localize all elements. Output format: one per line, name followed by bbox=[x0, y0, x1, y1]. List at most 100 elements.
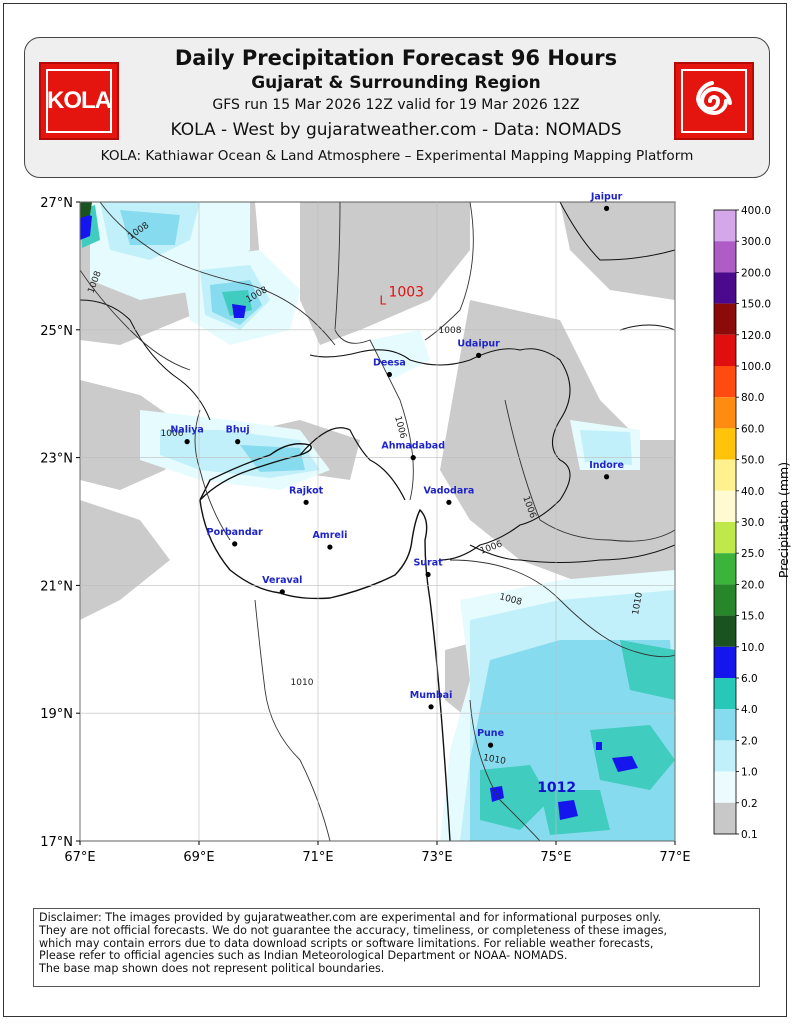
source-line: KOLA - West by gujaratweather.com - Data… bbox=[170, 120, 622, 140]
city-dot bbox=[425, 571, 431, 578]
colorbar-swatch bbox=[714, 522, 736, 554]
lat-tick-label: 21°N bbox=[40, 579, 73, 594]
colorbar-tick-label: 2.0 bbox=[741, 735, 758, 747]
kola-logo-text: KOLA bbox=[47, 87, 112, 114]
colorbar-label: Precipitation (mm) bbox=[776, 462, 791, 578]
colorbar-tick-label: 30.0 bbox=[741, 517, 764, 529]
colorbar-swatch bbox=[714, 678, 736, 710]
colorbar-swatch bbox=[714, 210, 736, 242]
isobar-label: 1010 bbox=[291, 678, 314, 688]
cyclone-logo bbox=[674, 62, 754, 140]
city-dot bbox=[184, 439, 190, 445]
low-marker: L bbox=[379, 294, 386, 308]
city-markers: Jaipur Udaipur Deesa Naliya Bhuj Ahmadabad Ind… bbox=[170, 191, 624, 748]
lat-tick-label: 27°N bbox=[40, 196, 73, 211]
city-label: Deesa bbox=[373, 358, 406, 369]
colorbar-tick-label: 25.0 bbox=[741, 548, 764, 560]
disclaimer-line: which may contain errors due to data dow… bbox=[39, 936, 654, 950]
colorbar-swatch bbox=[714, 397, 736, 429]
pressure-center-label: 1012 bbox=[537, 780, 576, 796]
isobar-label: 1010 bbox=[482, 753, 507, 767]
colorbar-tick-label: 300.0 bbox=[741, 236, 771, 248]
header-panel bbox=[24, 37, 770, 178]
colorbar-tick-label: 100.0 bbox=[741, 361, 771, 373]
colorbar-tick-label: 0.2 bbox=[741, 798, 758, 810]
isobar-label: 1010 bbox=[631, 591, 645, 616]
precip-10-layer bbox=[80, 212, 638, 820]
colorbar-swatch bbox=[714, 490, 736, 522]
disclaimer-line: The base map shown does not represent po… bbox=[39, 962, 385, 976]
colorbar-swatch bbox=[714, 740, 736, 772]
city-label: Rajkot bbox=[289, 485, 324, 496]
lon-tick-label: 71°E bbox=[302, 850, 333, 865]
lon-tick-label: 77°E bbox=[659, 850, 690, 865]
colorbar-tick-label: 40.0 bbox=[741, 486, 764, 498]
colorbar-tick-label: 120.0 bbox=[741, 330, 771, 342]
colorbar-tick-label: 150.0 bbox=[741, 299, 771, 311]
city-dot bbox=[446, 499, 452, 505]
city-dot bbox=[487, 742, 494, 748]
disclaimer-box: Disclaimer: The images provided by gujar… bbox=[33, 908, 760, 987]
colorbar-tick-label: 15.0 bbox=[741, 611, 764, 623]
pressure-center-label: 1003 bbox=[388, 285, 424, 301]
colorbar-swatch bbox=[714, 615, 736, 647]
colorbar-swatch bbox=[714, 709, 736, 741]
lon-tick-label: 67°E bbox=[64, 850, 95, 865]
colorbar-tick-label: 60.0 bbox=[741, 423, 764, 435]
city-label: Naliya bbox=[170, 425, 203, 436]
precip-6-layer bbox=[80, 205, 675, 835]
city-label: Surat bbox=[413, 558, 443, 569]
colorbar-swatch bbox=[714, 646, 736, 678]
colorbar-tick-label: 400.0 bbox=[741, 205, 771, 217]
lat-tick-label: 23°N bbox=[40, 452, 73, 467]
colorbar-tick-label: 4.0 bbox=[741, 704, 758, 716]
colorbar-swatch bbox=[714, 459, 736, 491]
city-label: Mumbai bbox=[410, 690, 453, 701]
lat-tick-label: 25°N bbox=[40, 324, 73, 339]
colorbar-swatch bbox=[714, 303, 736, 335]
colorbar-swatch bbox=[714, 428, 736, 460]
kola-logo: KOLA bbox=[39, 62, 119, 140]
chart-subtitle: Gujarat & Surrounding Region bbox=[251, 73, 541, 93]
colorbar-swatch bbox=[714, 553, 736, 585]
colorbar-swatch bbox=[714, 584, 736, 616]
colorbar-swatch bbox=[714, 241, 736, 273]
lon-tick-label: 69°E bbox=[183, 850, 214, 865]
city-label: Porbandar bbox=[207, 527, 263, 538]
colorbar-swatch bbox=[714, 366, 736, 398]
city-label: Amreli bbox=[312, 530, 347, 541]
city-label: Jaipur bbox=[590, 191, 623, 202]
city-dot bbox=[235, 439, 241, 445]
disclaimer-line: Disclaimer: The images provided by gujar… bbox=[39, 911, 662, 924]
disclaimer-line: They are not official forecasts. We do n… bbox=[39, 923, 668, 937]
city-dot bbox=[603, 474, 610, 480]
colorbar-tick-label: 20.0 bbox=[741, 579, 764, 591]
colorbar-swatch bbox=[714, 771, 736, 803]
cyclone-icon bbox=[695, 81, 732, 116]
chart-title: Daily Precipitation Forecast 96 Hours bbox=[174, 46, 618, 70]
lon-tick-label: 73°E bbox=[421, 850, 452, 865]
colorbar-tick-label: 10.0 bbox=[741, 642, 764, 654]
city-label: Indore bbox=[589, 460, 624, 471]
city-dot bbox=[232, 541, 238, 547]
city-dot bbox=[476, 352, 482, 358]
colorbar-tick-label: 1.0 bbox=[741, 767, 758, 779]
colorbar-swatch bbox=[714, 802, 736, 834]
city-dot bbox=[410, 455, 416, 461]
lon-tick-label: 75°E bbox=[540, 850, 571, 865]
city-label: Ahmadabad bbox=[381, 441, 445, 452]
city-dot bbox=[386, 371, 392, 378]
city-label: Veraval bbox=[262, 575, 302, 586]
city-dot bbox=[303, 499, 309, 505]
city-dot bbox=[603, 205, 610, 211]
map-plot-area bbox=[80, 202, 675, 841]
city-label: Udaipur bbox=[457, 338, 500, 349]
platform-line: KOLA: Kathiawar Ocean & Land Atmosphere … bbox=[100, 148, 694, 164]
city-label: Bhuj bbox=[226, 425, 250, 436]
colorbar-tick-label: 6.0 bbox=[741, 673, 758, 685]
page-frame bbox=[3, 3, 787, 1017]
disclaimer-line: Please refer to official agencies such a… bbox=[39, 949, 568, 963]
city-dot bbox=[428, 704, 434, 710]
city-label: Pune bbox=[477, 728, 504, 739]
